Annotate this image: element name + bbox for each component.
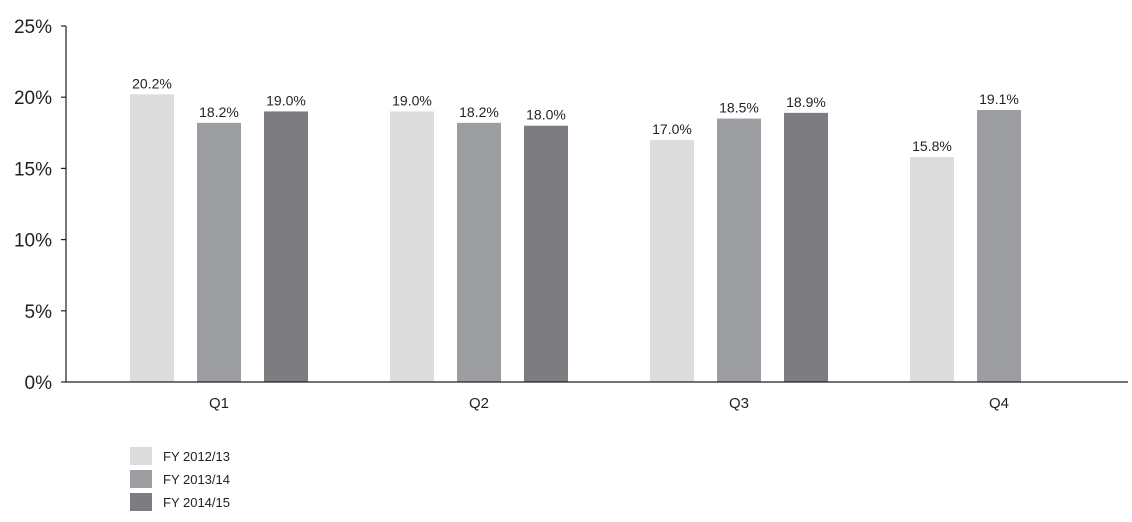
x-tick-label: Q4 — [989, 395, 1009, 412]
data-label: 18.2% — [199, 104, 239, 120]
data-label: 20.2% — [132, 75, 172, 91]
legend-swatch — [130, 470, 152, 488]
legend-swatch — [130, 493, 152, 511]
y-tick-label: 5% — [25, 302, 53, 323]
bar-q1-series-1 — [130, 94, 174, 383]
x-axis-labels: Q1 Q2 Q3 Q4 — [209, 395, 1009, 412]
bar-q2-series-2 — [457, 122, 501, 382]
legend: FY 2012/13 FY 2013/14 FY 2014/15 — [130, 447, 230, 511]
bar-q3-series-3 — [784, 112, 828, 382]
data-label: 19.0% — [392, 92, 432, 108]
bars — [130, 94, 1021, 383]
bar-q2-series-3 — [524, 125, 568, 383]
y-tick-label: 10% — [14, 231, 52, 252]
data-label: 18.5% — [719, 100, 759, 116]
legend-label: FY 2012/13 — [163, 449, 230, 464]
x-tick-label: Q3 — [729, 395, 749, 412]
bar-q1-series-3 — [264, 111, 308, 382]
legend-label: FY 2014/15 — [163, 495, 230, 510]
legend-label: FY 2013/14 — [163, 472, 230, 487]
data-label: 15.8% — [912, 138, 952, 154]
data-label: 19.1% — [979, 91, 1019, 107]
bar-q3-series-1 — [650, 139, 694, 382]
bar-q4-series-1 — [910, 157, 954, 382]
data-label: 18.2% — [459, 104, 499, 120]
y-tick-label: 25% — [14, 17, 52, 38]
bar-q4-series-2 — [977, 110, 1021, 383]
x-tick-label: Q1 — [209, 395, 229, 412]
bar-q2-series-1 — [390, 111, 434, 382]
y-tick-label: 0% — [25, 373, 53, 394]
data-label: 19.0% — [266, 92, 306, 108]
data-labels: 20.2% 18.2% 19.0% 19.0% 18.2% 18.0% 17.0% 18.5%… — [132, 75, 1019, 154]
bar-q1-series-2 — [197, 122, 241, 382]
y-axis-ticks: 0% 5% 10% 15% 20% 25% — [14, 17, 66, 394]
data-label: 17.0% — [652, 121, 692, 137]
y-tick-label: 20% — [14, 88, 52, 109]
bar-q3-series-2 — [717, 118, 761, 382]
x-tick-label: Q2 — [469, 395, 489, 412]
data-label: 18.0% — [526, 107, 566, 123]
legend-swatch — [130, 447, 152, 465]
y-tick-label: 15% — [14, 159, 52, 180]
data-label: 18.9% — [786, 94, 826, 110]
